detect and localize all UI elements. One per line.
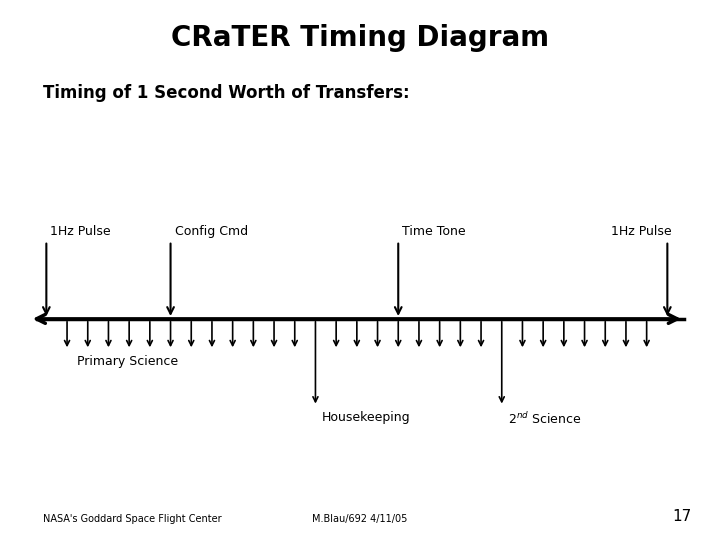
- Text: 1Hz Pulse: 1Hz Pulse: [50, 225, 111, 238]
- Text: 2$^{nd}$ Science: 2$^{nd}$ Science: [508, 411, 581, 427]
- Text: Primary Science: Primary Science: [78, 355, 179, 368]
- Text: Config Cmd: Config Cmd: [175, 225, 248, 238]
- Text: M.Blau/692 4/11/05: M.Blau/692 4/11/05: [312, 514, 408, 524]
- Text: Timing of 1 Second Worth of Transfers:: Timing of 1 Second Worth of Transfers:: [43, 84, 410, 102]
- Text: Housekeeping: Housekeeping: [322, 411, 410, 424]
- Text: NASA's Goddard Space Flight Center: NASA's Goddard Space Flight Center: [43, 514, 222, 524]
- Text: 17: 17: [672, 509, 691, 524]
- Text: Time Tone: Time Tone: [402, 225, 466, 238]
- Text: CRaTER Timing Diagram: CRaTER Timing Diagram: [171, 24, 549, 52]
- Text: 1Hz Pulse: 1Hz Pulse: [611, 225, 672, 238]
